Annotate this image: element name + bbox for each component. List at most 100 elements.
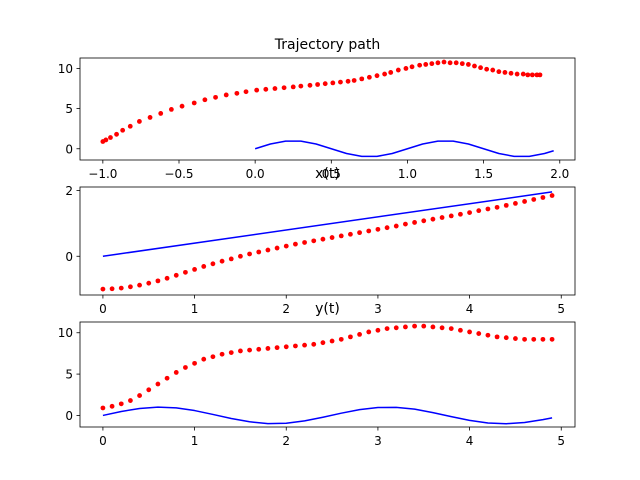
chart-title: Trajectory path (274, 37, 380, 53)
data-point (423, 62, 429, 67)
data-point (247, 251, 252, 257)
y-tick-label: 2 (65, 184, 73, 198)
data-point (403, 66, 409, 71)
data-point (351, 78, 357, 83)
data-point (315, 82, 320, 87)
y-tick-label: 0 (65, 142, 73, 156)
data-point (503, 335, 509, 341)
data-point (503, 202, 509, 208)
data-point (430, 324, 436, 330)
data-point (137, 282, 142, 288)
data-point (467, 329, 472, 335)
data-point (421, 218, 427, 224)
data-point (441, 59, 447, 65)
data-point (403, 221, 408, 227)
data-point (395, 67, 401, 73)
data-point (192, 360, 197, 366)
data-point (494, 334, 500, 340)
data-point (158, 111, 164, 116)
y-tick-label: 10 (58, 326, 73, 340)
data-point (179, 103, 185, 109)
data-point (549, 193, 555, 198)
data-point (114, 131, 119, 137)
data-point (228, 256, 234, 262)
data-point (448, 213, 454, 219)
data-point (366, 74, 372, 80)
data-point (191, 100, 197, 106)
chart-trajectory-path: −1.0 −0.5 0.0 0.5 1.0 1.5 2.0 0 5 10 Trajectory pa… (58, 37, 576, 181)
chart-title: x(t) (315, 166, 340, 182)
y-tick-label: 0 (65, 250, 73, 264)
x-tick-label: 0 (99, 302, 107, 316)
data-point (529, 72, 535, 78)
data-point (256, 249, 262, 255)
data-point (329, 338, 335, 344)
data-point (219, 351, 225, 357)
data-point (393, 223, 399, 229)
data-point (265, 247, 271, 253)
data-point (118, 285, 124, 291)
data-point (338, 233, 344, 239)
data-point (108, 135, 113, 140)
data-point (322, 81, 328, 87)
data-point (146, 280, 152, 286)
data-point (293, 343, 298, 349)
data-point (243, 89, 249, 95)
x-tick-label: −1.0 (88, 167, 117, 181)
x-tick-label: 1 (191, 302, 199, 316)
data-point (173, 272, 179, 278)
x-tick-label: 3 (374, 302, 382, 316)
x-tick-label: 1 (191, 434, 199, 448)
data-point (100, 405, 106, 411)
data-point (359, 76, 365, 82)
data-point (476, 208, 482, 214)
plot-frame (79, 186, 576, 296)
data-point (540, 195, 546, 200)
data-point (320, 340, 326, 346)
data-point (128, 284, 133, 290)
plot-frame (79, 57, 576, 161)
data-point (429, 61, 435, 67)
data-point (183, 269, 188, 275)
data-point (458, 211, 463, 217)
data-point (338, 79, 343, 85)
data-point (540, 336, 546, 342)
plot-frame (79, 321, 576, 428)
data-point (155, 278, 161, 284)
data-point (348, 334, 353, 340)
series-line (102, 191, 553, 258)
x-tick-label: 0.5 (322, 167, 341, 181)
data-point (494, 204, 500, 210)
data-point (283, 243, 289, 249)
data-point (520, 71, 526, 77)
data-point (439, 325, 445, 331)
data-point (439, 215, 445, 220)
data-point (514, 71, 520, 77)
data-point (502, 70, 508, 75)
x-tick-label: 4 (466, 434, 474, 448)
data-point (357, 230, 362, 236)
data-point (384, 326, 390, 332)
data-point (109, 286, 115, 292)
data-point (537, 72, 543, 78)
data-point (345, 78, 351, 84)
data-point (238, 253, 243, 259)
data-point (210, 354, 216, 360)
data-point (201, 356, 207, 362)
x-tick-label: 4 (466, 302, 474, 316)
x-tick-label: 0.0 (246, 167, 265, 181)
data-point (430, 216, 436, 222)
data-point (465, 62, 471, 67)
data-point (290, 84, 296, 90)
data-point (403, 324, 408, 330)
x-tick-label: 3 (374, 434, 382, 448)
data-point (265, 346, 271, 351)
data-point (281, 85, 287, 91)
data-point (484, 66, 490, 72)
data-point (409, 64, 415, 70)
data-point (330, 80, 336, 86)
data-point (311, 341, 317, 347)
